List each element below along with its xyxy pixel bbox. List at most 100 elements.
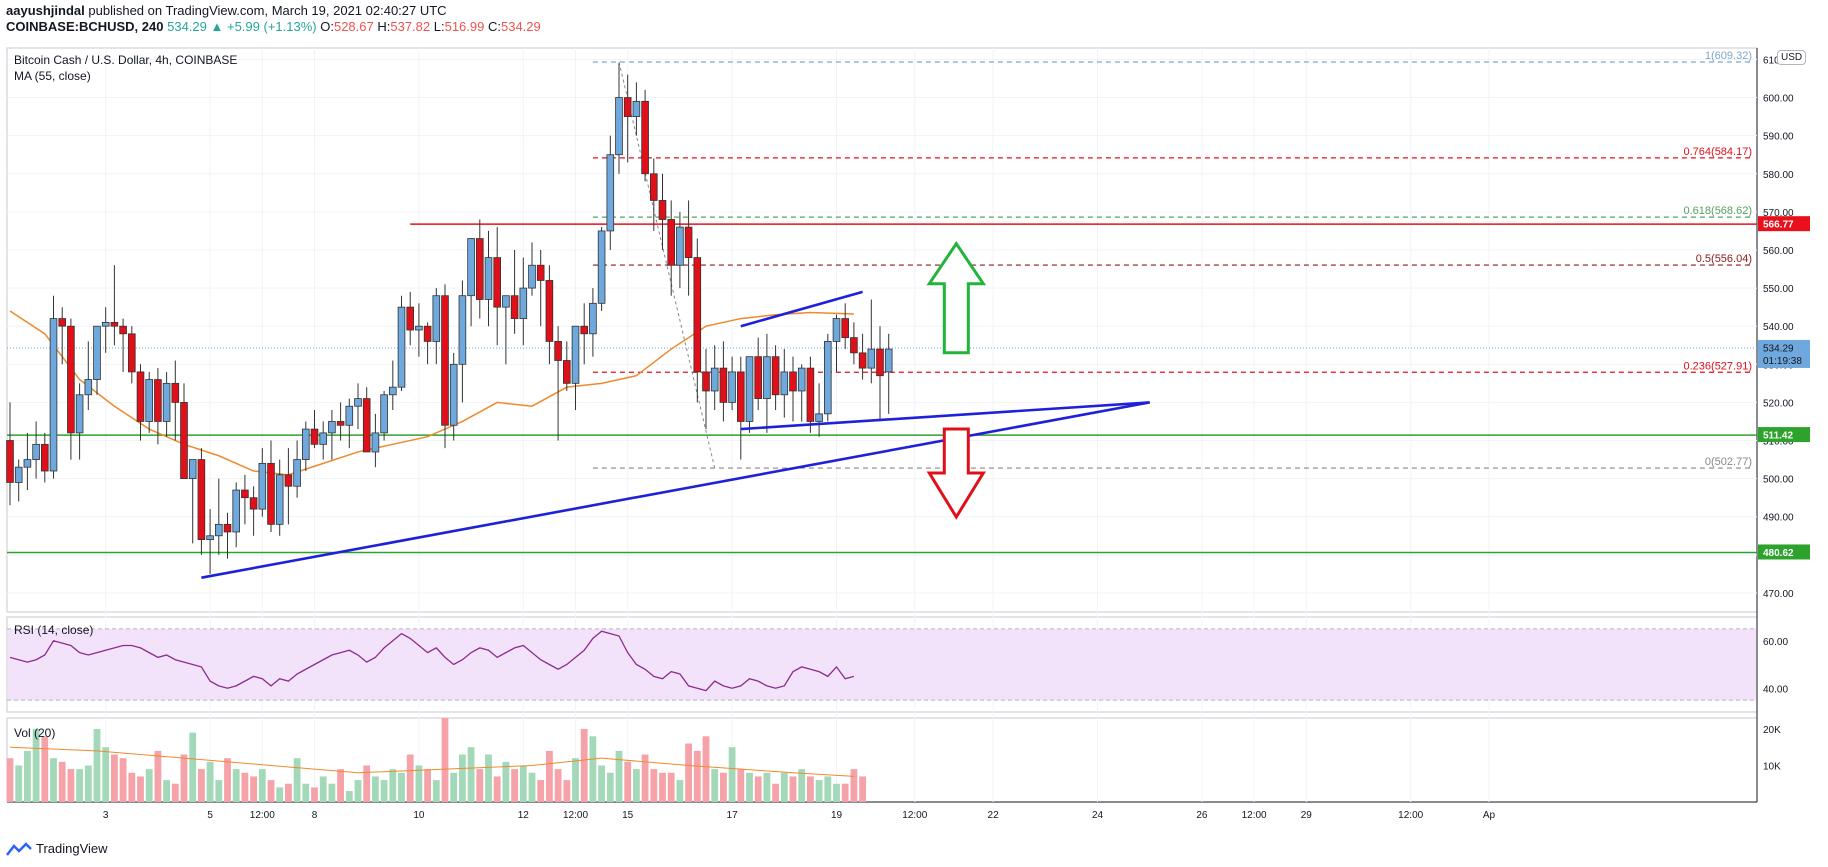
time-tick-label: 17	[727, 810, 739, 821]
volume-bar	[206, 761, 214, 802]
candle-body	[214, 523, 223, 537]
price-tick-label: 540.00	[1763, 322, 1794, 333]
volume-bar	[763, 772, 771, 802]
volume-bar	[537, 780, 545, 802]
volume-bar	[659, 772, 666, 802]
candle-body	[806, 367, 815, 422]
candle-body	[162, 382, 171, 422]
volume-bar	[102, 747, 110, 802]
price-tick-label: 470.00	[1763, 589, 1794, 600]
candle-body	[41, 443, 49, 472]
volume-bar	[476, 769, 484, 802]
volume-bar	[137, 776, 144, 802]
price-tick-label: 580.00	[1763, 170, 1794, 181]
candle-body	[780, 371, 789, 396]
candle-body	[119, 325, 127, 335]
volume-bar	[32, 728, 40, 802]
volume-legend[interactable]: Vol (20)	[14, 726, 56, 740]
currency-badge[interactable]: USD	[1777, 50, 1807, 65]
last-price: 534.29	[167, 19, 207, 34]
volume-bar	[415, 765, 423, 802]
price-tick-label: 550.00	[1763, 284, 1794, 295]
countdown-tag: 01:19:38	[1763, 356, 1802, 367]
volume-bar	[807, 776, 814, 802]
candle-body	[371, 432, 380, 453]
time-tick-label: 19	[831, 810, 843, 821]
time-tick-label: 10	[413, 810, 425, 821]
volume-bar	[180, 754, 188, 802]
candle-body	[188, 459, 197, 480]
time-axis[interactable]: 3 5 12:00 8 10 12 12:00 15 17 19 12:00 22 24 26 12:00 2…	[103, 810, 1496, 821]
volume-bar	[720, 772, 727, 802]
candle-body	[667, 219, 675, 266]
volume-bar	[372, 776, 379, 802]
volume-bar	[406, 754, 414, 802]
price-tick-label: 490.00	[1763, 513, 1794, 524]
time-tick-label: 12:00	[1242, 810, 1267, 821]
candle-body	[737, 371, 745, 422]
volume-bar	[667, 772, 675, 802]
volume-bar	[746, 772, 753, 802]
volume-bar	[624, 761, 632, 802]
fibonacci-retracement[interactable]: 1(609.32) 0.764(584.17) 0.618(568.62) 0.5(5…	[592, 50, 1754, 469]
volume-bar	[145, 769, 153, 802]
volume-bar	[345, 791, 353, 802]
resistance-tag: 566.77	[1763, 220, 1794, 231]
candle-body	[101, 321, 110, 327]
volume-bar	[398, 772, 405, 802]
candle-body	[554, 341, 562, 361]
candle-body	[702, 371, 710, 392]
candle-body	[258, 462, 267, 510]
volume-bar	[198, 769, 205, 802]
down-arrow-icon	[926, 427, 986, 520]
trendlines[interactable]	[201, 290, 1150, 579]
volume-bar	[502, 761, 510, 802]
volume-bar	[232, 769, 240, 802]
volume-bar	[737, 769, 745, 802]
volume-tick-label: 10K	[1763, 761, 1781, 772]
trendline	[740, 290, 863, 328]
symbol-title[interactable]: Bitcoin Cash / U.S. Dollar, 4h, COINBASE	[14, 53, 238, 67]
candle-body	[589, 302, 597, 335]
volume-bar	[24, 750, 31, 802]
tradingview-brand[interactable]: TradingView	[36, 841, 108, 856]
support-tag-bg	[1758, 544, 1810, 560]
volume-bar	[215, 780, 223, 802]
volume-bar	[285, 783, 292, 802]
volume-bar	[772, 783, 779, 802]
author-name[interactable]: aayushjindal	[6, 3, 85, 18]
candle-body	[432, 295, 441, 342]
candle-body	[6, 440, 14, 483]
candle-body	[797, 367, 806, 392]
ma-legend[interactable]: MA (55, close)	[14, 69, 91, 83]
volume-bar	[798, 769, 806, 802]
volume-bar	[67, 769, 75, 802]
time-tick-label: 12:00	[250, 810, 275, 821]
low-value: 516.99	[444, 19, 485, 34]
main-pane[interactable]	[6, 47, 1758, 613]
time-tick-label: 5	[207, 810, 213, 821]
candle-body	[328, 421, 336, 434]
price-tick-label: 590.00	[1763, 132, 1794, 143]
candle-body	[345, 405, 354, 426]
candle-body	[528, 264, 536, 289]
price-axis[interactable]: 470.00480.00490.00500.00510.00520.00530.…	[1758, 55, 1810, 600]
volume-bar	[58, 761, 66, 802]
candle-body	[467, 238, 475, 297]
direction-arrows[interactable]	[926, 241, 987, 520]
volume-bar	[432, 780, 440, 802]
volume-bar	[554, 769, 562, 802]
candle-body	[632, 100, 641, 117]
volume-bar	[424, 769, 431, 802]
candle-body	[415, 325, 423, 331]
tradingview-logo-icon[interactable]	[6, 841, 32, 856]
candle-body	[580, 325, 588, 335]
candle-body	[597, 230, 606, 304]
rsi-legend[interactable]: RSI (14, close)	[14, 623, 94, 637]
volume-bar	[15, 765, 23, 802]
candle-body	[641, 100, 649, 175]
volume-bar	[650, 769, 658, 802]
trendline	[740, 401, 1150, 431]
volume-bar	[319, 776, 327, 802]
